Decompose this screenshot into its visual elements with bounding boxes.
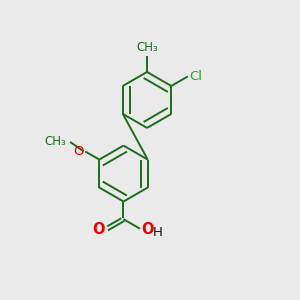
Text: CH₃: CH₃: [45, 135, 66, 148]
Text: CH₃: CH₃: [136, 41, 158, 54]
Text: H: H: [152, 226, 162, 239]
Text: O: O: [73, 145, 84, 158]
Text: Cl: Cl: [189, 70, 202, 83]
Text: O: O: [93, 222, 105, 237]
Text: O: O: [141, 222, 154, 237]
